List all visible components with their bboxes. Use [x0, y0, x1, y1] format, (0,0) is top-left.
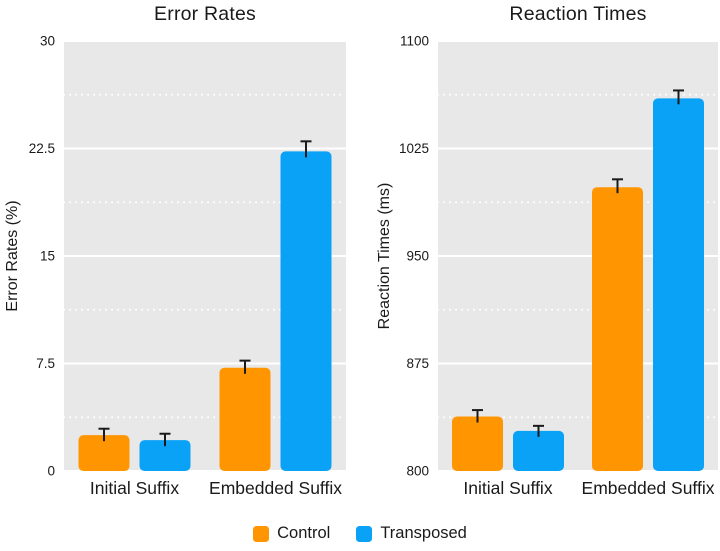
legend-item-control: Control [253, 524, 330, 543]
svg-text:15: 15 [40, 249, 55, 264]
svg-text:Embedded Suffix: Embedded Suffix [209, 478, 342, 498]
svg-text:22.5: 22.5 [29, 141, 55, 156]
reaction-times-plot-area: 800 875 950 1025 1100 Initial Suffix Embedded … [399, 34, 719, 498]
reaction-times-title: Reaction Times [509, 3, 647, 25]
svg-text:7.5: 7.5 [36, 356, 55, 371]
reaction-times-panel: Reaction Times Reaction Times (ms) 800 87… [360, 0, 720, 551]
legend-item-transposed: Transposed [356, 524, 467, 543]
svg-text:0: 0 [47, 464, 55, 479]
svg-text:875: 875 [406, 356, 429, 371]
svg-text:Embedded Suffix: Embedded Suffix [582, 478, 715, 498]
svg-text:950: 950 [406, 249, 429, 264]
svg-text:1100: 1100 [400, 34, 429, 49]
legend-label-transposed: Transposed [380, 524, 467, 542]
svg-text:Initial Suffix: Initial Suffix [90, 478, 179, 498]
transposed-color-swatch [356, 525, 373, 542]
svg-text:Initial Suffix: Initial Suffix [463, 478, 552, 498]
error-rates-panel: Error Rates Error Rates (%) 0 7.5 15 22.5 30… [4, 3, 347, 498]
svg-text:30: 30 [40, 34, 55, 49]
svg-text:800: 800 [406, 464, 429, 479]
control-color-swatch [253, 525, 270, 542]
legend: Control Transposed [0, 524, 720, 543]
svg-text:1025: 1025 [399, 141, 429, 156]
error-rates-title: Error Rates [154, 3, 256, 25]
error-rates-plot-area: 0 7.5 15 22.5 30 Initial Suffix Embedded Suffi… [29, 34, 347, 498]
legend-label-control: Control [277, 524, 331, 542]
